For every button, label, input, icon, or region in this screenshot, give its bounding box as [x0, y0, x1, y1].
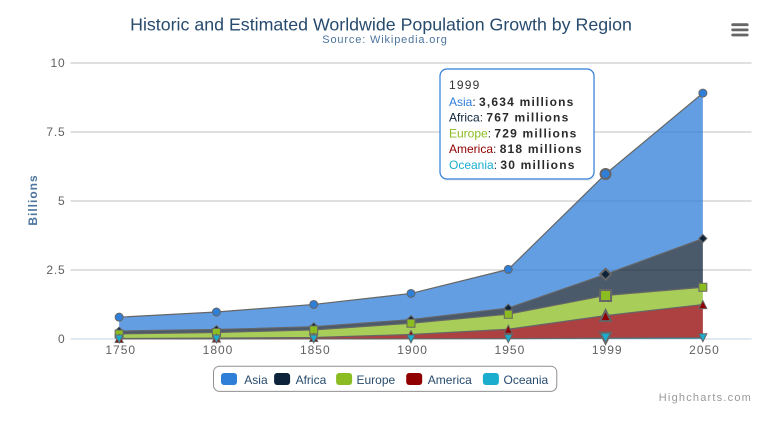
svg-text:Oceania: Oceania — [504, 373, 549, 387]
svg-text:1850: 1850 — [300, 343, 331, 357]
svg-text:Oceania: 30 millions: Oceania: 30 millions — [449, 158, 576, 172]
svg-text:America: America — [428, 373, 472, 387]
svg-text:Europe: Europe — [357, 373, 396, 387]
svg-text:1950: 1950 — [495, 343, 526, 357]
svg-text:0: 0 — [58, 332, 65, 346]
svg-text:2.5: 2.5 — [46, 263, 65, 277]
svg-text:5: 5 — [58, 194, 65, 208]
svg-text:1999: 1999 — [449, 78, 481, 92]
svg-text:2050: 2050 — [689, 343, 720, 357]
svg-text:1999: 1999 — [592, 343, 623, 357]
svg-text:Europe: 729 millions: Europe: 729 millions — [449, 126, 577, 140]
svg-text:Africa: 767 millions: Africa: 767 millions — [449, 111, 569, 125]
svg-text:Asia: 3,634 millions: Asia: 3,634 millions — [449, 95, 575, 109]
svg-text:Asia: Asia — [244, 373, 268, 387]
svg-text:Historic and Estimated Worldwi: Historic and Estimated Worldwide Populat… — [130, 15, 632, 35]
svg-text:Highcharts.com: Highcharts.com — [659, 392, 752, 404]
svg-text:Billions: Billions — [26, 174, 40, 225]
svg-text:Source: Wikipedia.org: Source: Wikipedia.org — [322, 34, 447, 46]
svg-text:1750: 1750 — [105, 343, 136, 357]
svg-text:1900: 1900 — [397, 343, 428, 357]
svg-text:Africa: Africa — [296, 373, 327, 387]
svg-text:10: 10 — [51, 56, 66, 70]
svg-text:America: 818 millions: America: 818 millions — [449, 142, 583, 156]
svg-text:1800: 1800 — [203, 343, 234, 357]
svg-text:7.5: 7.5 — [46, 125, 65, 139]
